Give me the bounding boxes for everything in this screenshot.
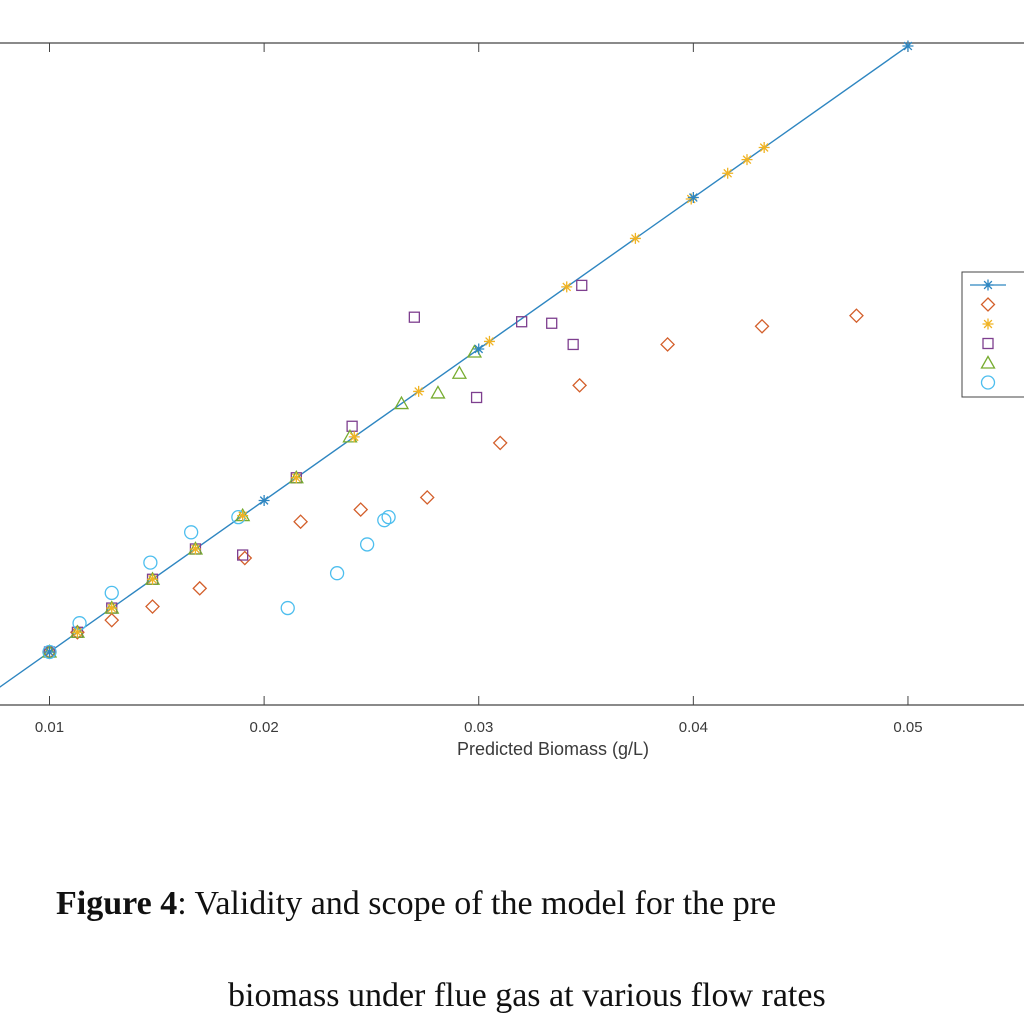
legend-marker xyxy=(980,375,996,390)
diamond-point xyxy=(237,550,253,566)
star-point xyxy=(758,142,770,154)
circle-point xyxy=(184,525,199,540)
star-point xyxy=(413,385,425,397)
legend-marker xyxy=(980,355,996,369)
x-tick-label: 0.03 xyxy=(464,719,493,736)
triangle-point xyxy=(466,344,483,358)
triangle-point xyxy=(430,385,446,399)
circle-point xyxy=(280,600,295,616)
caption-text-1: : Validity and scope of the model for th… xyxy=(177,885,777,922)
figure-label: Figure 4 xyxy=(56,885,178,922)
square-point xyxy=(470,391,483,404)
legend-marker xyxy=(982,279,994,291)
triangle-point xyxy=(393,395,410,410)
square-point xyxy=(237,549,249,561)
square-point xyxy=(516,316,528,328)
diamond-point xyxy=(492,435,508,451)
star-point xyxy=(237,510,249,522)
circle-point xyxy=(377,513,392,528)
model-line xyxy=(0,45,909,688)
star-point xyxy=(741,154,753,166)
circle-point xyxy=(359,537,375,552)
diamond-point xyxy=(572,377,588,393)
star-point xyxy=(629,232,641,244)
diamond-point xyxy=(145,599,160,614)
scatter-chart: 0.01 0.02 0.03 0.04 0.05 Predicted Biomass (… xyxy=(0,40,1024,759)
star-point xyxy=(561,281,573,293)
diamond-point xyxy=(754,318,770,334)
line-star-point xyxy=(258,494,270,506)
caption-line-1: Figure 4: Validity and scope of the mode… xyxy=(56,885,776,923)
square-point xyxy=(576,279,588,292)
square-point xyxy=(567,338,579,351)
circle-point xyxy=(42,644,57,660)
star-point xyxy=(290,472,302,484)
star-point xyxy=(147,573,159,585)
diamond-point xyxy=(419,490,435,505)
caption-line-2: biomass under flue gas at various flow r… xyxy=(228,977,826,1014)
legend-box xyxy=(961,271,1024,398)
circle-point xyxy=(104,585,119,601)
diamond-point xyxy=(104,612,120,628)
diamond-point xyxy=(69,624,85,640)
square-point xyxy=(546,317,558,329)
diamond-point xyxy=(293,514,309,530)
x-tick-label: 0.01 xyxy=(35,719,64,736)
x-axis-label: Predicted Biomass (g/L) xyxy=(457,739,649,759)
legend xyxy=(961,271,1024,398)
star-point xyxy=(483,335,495,347)
diamond-point xyxy=(849,308,864,324)
square-point xyxy=(408,311,421,323)
circle-point xyxy=(329,566,345,581)
star-point xyxy=(106,602,118,614)
diamond-point xyxy=(353,502,369,518)
x-tick-label: 0.05 xyxy=(893,719,922,736)
circle-point xyxy=(381,510,396,525)
diamond-point xyxy=(660,337,676,352)
star-point xyxy=(348,431,360,443)
square-point xyxy=(346,420,358,432)
triangle-point xyxy=(451,365,468,379)
line-star-point xyxy=(44,646,56,658)
star-point xyxy=(189,543,201,555)
circle-point xyxy=(143,555,158,570)
legend-marker xyxy=(982,337,994,350)
x-tick-label: 0.02 xyxy=(250,719,279,736)
plot-area: 0.01 0.02 0.03 0.04 0.05 xyxy=(0,40,1024,736)
line-star-point xyxy=(687,192,699,204)
star-point xyxy=(722,167,734,179)
line-star-point xyxy=(473,343,485,355)
diamond-point xyxy=(192,580,208,596)
x-tick-label: 0.04 xyxy=(679,719,708,736)
legend-marker xyxy=(982,318,994,330)
legend-marker xyxy=(980,297,996,312)
line-star-point xyxy=(902,40,914,52)
star-point xyxy=(71,626,83,638)
